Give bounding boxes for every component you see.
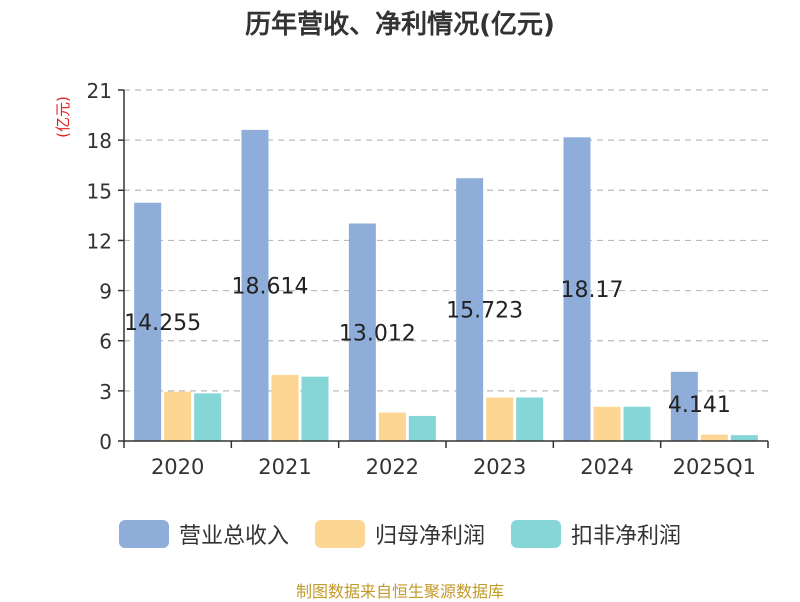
legend-label: 营业总收入	[178, 524, 289, 549]
bar-parent-net-profit	[593, 406, 621, 441]
y-tick-label: 9	[99, 280, 112, 304]
x-tick-label: 2021	[258, 455, 311, 479]
y-tick-label: 15	[87, 179, 112, 203]
y-tick-label: 0	[99, 430, 112, 454]
bar-parent-net-profit	[486, 397, 514, 441]
legend-swatch	[511, 520, 561, 548]
legend-label: 扣非净利润	[571, 524, 682, 549]
y-tick-label: 21	[87, 79, 112, 103]
data-label: 15.723	[446, 299, 523, 324]
grid-lines	[124, 89, 768, 392]
bars	[134, 129, 758, 441]
legend-item[interactable]: 营业总收入	[118, 518, 289, 550]
y-axis-label: (亿元)	[54, 96, 72, 138]
x-tick-label: 2023	[473, 455, 526, 479]
legend: 营业总收入 归母净利润 扣非净利润	[0, 518, 800, 550]
legend-item[interactable]: 扣非净利润	[511, 518, 681, 550]
bar-revenue	[456, 178, 484, 441]
bar-revenue	[134, 202, 162, 441]
bar-deducted-net-profit	[301, 376, 329, 441]
bar-deducted-net-profit	[408, 415, 436, 441]
bar-parent-net-profit	[164, 391, 192, 441]
axes: 0 3 6 9 12 15 18 21 2020 2021 2022 2023 2024 2025Q1	[87, 79, 769, 479]
data-labels: 14.255 18.614 13.012 15.723 18.17 4.141	[124, 274, 731, 417]
legend-swatch	[314, 520, 365, 548]
data-label: 13.012	[339, 321, 416, 346]
bar-parent-net-profit	[271, 374, 299, 441]
data-label: 14.255	[124, 311, 201, 336]
bar-deducted-net-profit	[516, 397, 544, 441]
bar-revenue	[670, 371, 698, 441]
bar-deducted-net-profit	[194, 393, 222, 441]
bar-parent-net-profit	[378, 412, 406, 441]
bar-deducted-net-profit	[730, 435, 758, 441]
y-tick-label: 18	[87, 129, 112, 153]
bar-revenue	[348, 223, 376, 441]
chart-title: 历年营收、净利情况(亿元)	[245, 10, 555, 40]
y-tick-label: 3	[99, 380, 112, 404]
bar-parent-net-profit	[700, 434, 728, 441]
x-tick-label: 2022	[366, 455, 419, 479]
source-note: 制图数据来自恒生聚源数据库	[295, 582, 504, 601]
legend-label: 归母净利润	[374, 524, 485, 549]
legend-item[interactable]: 归母净利润	[314, 518, 485, 550]
x-tick-label: 2025Q1	[673, 455, 756, 479]
data-label: 18.17	[561, 278, 624, 303]
y-tick-label: 12	[87, 229, 112, 253]
legend-swatch	[118, 520, 169, 548]
data-label: 18.614	[232, 274, 309, 299]
x-tick-label: 2024	[580, 455, 633, 479]
x-tick-label: 2020	[151, 455, 204, 479]
data-label: 4.141	[668, 393, 731, 418]
y-tick-label: 6	[99, 330, 112, 354]
bar-deducted-net-profit	[623, 406, 651, 441]
bar-revenue	[563, 137, 591, 441]
bar-chart: 0 3 6 9 12 15 18 21 2020 2021 2022 2023 2024 2025Q1 1…	[54, 79, 769, 479]
bar-revenue	[241, 129, 269, 441]
